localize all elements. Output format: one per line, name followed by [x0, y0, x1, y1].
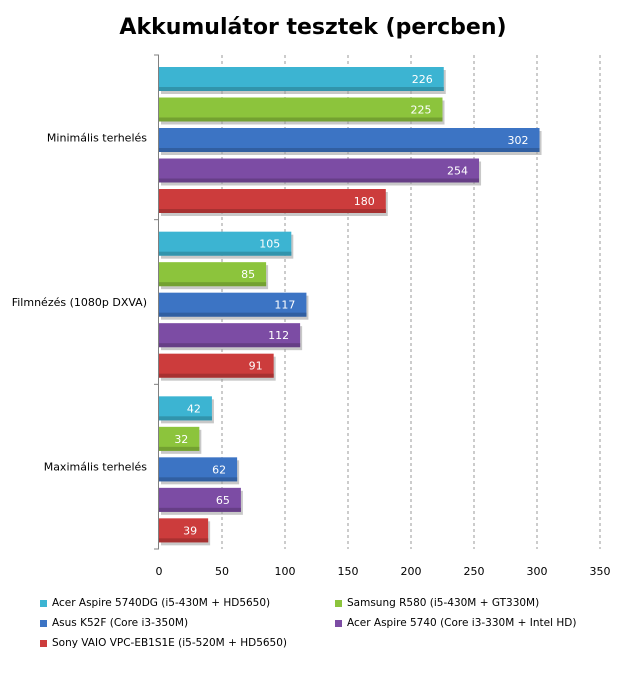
data-label: 226 [412, 73, 433, 86]
data-label: 302 [508, 134, 529, 147]
x-tick-label: 250 [464, 565, 485, 578]
legend: Acer Aspire 5740DG (i5-430M + HD5650) Sam… [40, 597, 620, 649]
data-label: 112 [268, 329, 289, 342]
data-label: 225 [411, 104, 432, 117]
bar-edge [159, 446, 200, 451]
data-label: 85 [241, 268, 255, 281]
legend-item: Sony VAIO VPC-EB1S1E (i5-520M + HD5650) [40, 637, 335, 649]
legend-swatch [40, 639, 47, 647]
legend-swatch [40, 619, 47, 627]
bar-edge [159, 178, 480, 183]
bars: 226 225 302 254 180 105 85 117 112 91 42 32 62 65 39 [159, 67, 542, 546]
category-label: Minimális terhelés [47, 131, 147, 144]
bar-edge [159, 117, 443, 122]
bar-edge [159, 538, 209, 543]
legend-item: Acer Aspire 5740DG (i5-430M + HD5650) [40, 597, 335, 609]
category-label: Filmnézés (1080p DXVA) [12, 296, 147, 309]
chart-title: Akkumulátor tesztek (percben) [119, 15, 506, 40]
data-label: 32 [174, 433, 188, 446]
axes: 0 50 100 150 200 250 300 350 Minimális terhelés F… [12, 54, 611, 578]
bar-edge [159, 373, 274, 378]
data-label: 91 [249, 360, 263, 373]
legend-swatch [335, 619, 342, 627]
legend-swatch [335, 599, 342, 607]
data-label: 254 [447, 165, 468, 178]
bar-edge [159, 282, 267, 287]
x-tick-label: 350 [590, 565, 611, 578]
data-label: 62 [212, 463, 226, 476]
x-tick-label: 300 [527, 565, 548, 578]
legend-label: Asus K52F (Core i3-350M) [52, 617, 189, 629]
bar-edge [159, 87, 444, 91]
data-label: 180 [354, 195, 375, 208]
bar-edge [159, 416, 212, 421]
bar-edge [159, 251, 292, 256]
legend-item: Acer Aspire 5740 (Core i3-330M + Intel H… [335, 617, 620, 629]
legend-label: Acer Aspire 5740 (Core i3-330M + Intel H… [347, 617, 577, 629]
data-label: 117 [274, 299, 295, 312]
data-label: 42 [187, 402, 201, 415]
legend-label: Samsung R580 (i5-430M + GT330M) [347, 597, 540, 609]
data-label: 39 [183, 524, 197, 537]
bar-edge [159, 312, 307, 317]
legend-item: Asus K52F (Core i3-350M) [40, 617, 335, 629]
data-label: 65 [216, 494, 230, 507]
bar-edge [159, 148, 540, 152]
data-label: 105 [259, 238, 280, 251]
x-tick-label: 0 [156, 565, 163, 578]
legend-label: Sony VAIO VPC-EB1S1E (i5-520M + HD5650) [52, 637, 288, 649]
bar-edge [159, 507, 241, 512]
legend-label: Acer Aspire 5740DG (i5-430M + HD5650) [52, 597, 271, 609]
x-tick-label: 100 [275, 565, 296, 578]
category-label: Maximális terhelés [44, 461, 148, 474]
bar-edge [159, 343, 301, 348]
x-tick-label: 50 [215, 565, 229, 578]
chart: Akkumulátor tesztek (percben) 2262253022… [12, 15, 611, 578]
bar-edge [159, 477, 238, 482]
legend-item: Samsung R580 (i5-430M + GT330M) [335, 597, 620, 609]
bar-edge [159, 209, 386, 213]
x-tick-label: 200 [401, 565, 422, 578]
legend-swatch [40, 599, 47, 607]
x-tick-label: 150 [338, 565, 359, 578]
